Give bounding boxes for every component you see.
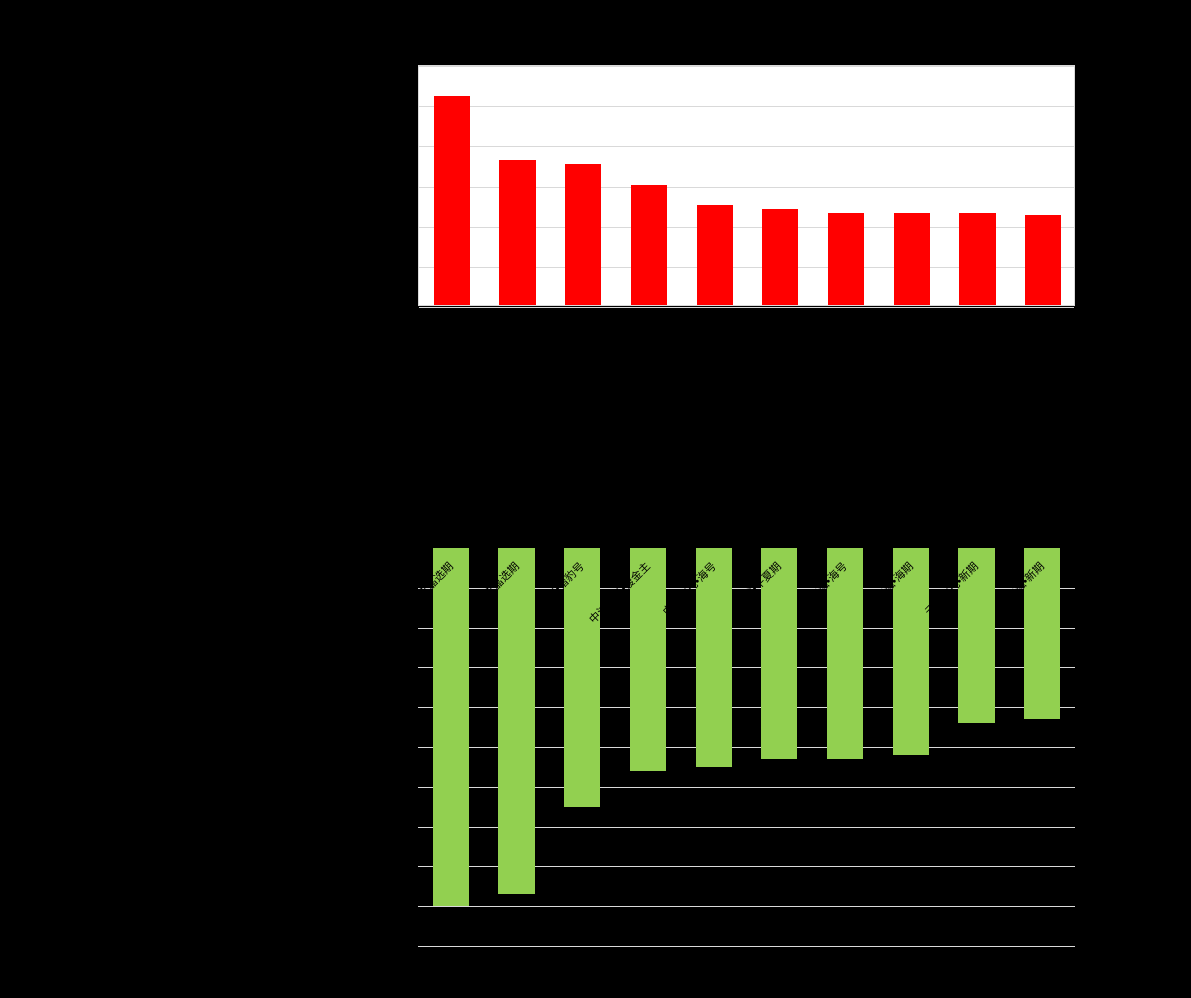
gridline bbox=[419, 66, 1074, 67]
x-axis-tick bbox=[418, 545, 419, 551]
x-axis-tick bbox=[549, 545, 550, 551]
chart-bottom: 华宝晶选期华宝晶选期华宝•猎豹号中诚信托•搜金主中诚信托•海号中诚•平夏期中融•… bbox=[418, 548, 1075, 946]
chart-top-bar bbox=[499, 160, 535, 305]
chart-top-bar bbox=[762, 209, 798, 305]
chart-top-bar bbox=[697, 205, 733, 305]
gridline bbox=[419, 307, 1074, 308]
chart-top-bar bbox=[828, 213, 864, 305]
x-axis-tick bbox=[615, 545, 616, 551]
chart-bottom-bar bbox=[498, 548, 534, 894]
x-axis-tick bbox=[812, 545, 813, 551]
x-axis-tick bbox=[944, 545, 945, 551]
gridline bbox=[418, 906, 1075, 907]
chart-top-bar bbox=[1025, 215, 1061, 305]
x-axis-tick bbox=[681, 545, 682, 551]
x-axis-tick bbox=[747, 545, 748, 551]
x-axis-tick bbox=[484, 545, 485, 551]
chart-top-bar bbox=[894, 213, 930, 305]
x-axis-tick bbox=[878, 545, 879, 551]
gridline bbox=[418, 946, 1075, 947]
x-axis-tick bbox=[1009, 545, 1010, 551]
gridline bbox=[419, 106, 1074, 107]
chart-top-bar bbox=[434, 96, 470, 305]
chart-top bbox=[418, 65, 1075, 306]
chart-top-bar bbox=[565, 164, 601, 305]
chart-top-bar bbox=[959, 213, 995, 305]
chart-top-bar bbox=[631, 185, 667, 306]
x-axis-tick bbox=[1075, 545, 1076, 551]
gridline bbox=[419, 146, 1074, 147]
chart-bottom-bar bbox=[433, 548, 469, 906]
